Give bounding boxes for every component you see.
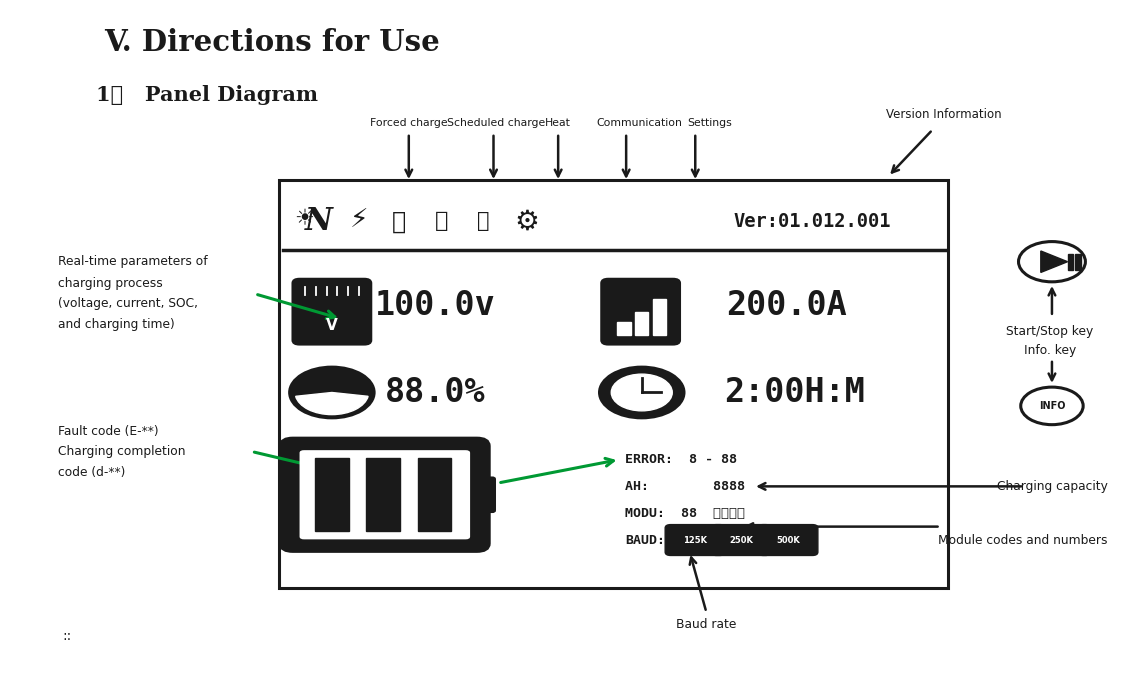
Text: code (d-**): code (d-**): [57, 466, 125, 479]
Text: Real-time parameters of: Real-time parameters of: [57, 255, 208, 268]
Text: ⏰: ⏰: [392, 209, 405, 234]
Text: Communication: Communication: [596, 117, 683, 128]
Text: Version Information: Version Information: [886, 108, 1002, 121]
FancyBboxPatch shape: [711, 525, 772, 555]
Bar: [280, 180, 948, 587]
Text: 125K: 125K: [683, 536, 707, 545]
Text: ☀: ☀: [294, 209, 314, 230]
FancyBboxPatch shape: [300, 450, 471, 539]
Text: Charging capacity: Charging capacity: [997, 480, 1107, 493]
Polygon shape: [1041, 251, 1068, 272]
Wedge shape: [295, 392, 368, 415]
Text: V: V: [326, 318, 338, 333]
FancyBboxPatch shape: [665, 525, 725, 555]
FancyBboxPatch shape: [758, 525, 818, 555]
Text: Heat: Heat: [546, 117, 572, 128]
FancyBboxPatch shape: [475, 478, 494, 512]
Text: Start/Stop key: Start/Stop key: [1006, 325, 1094, 338]
Bar: [316, 458, 348, 531]
Text: Settings: Settings: [687, 117, 732, 128]
Text: AH:        8888: AH: 8888: [626, 480, 745, 493]
Text: 250K: 250K: [729, 536, 752, 545]
Text: Forced charge: Forced charge: [369, 117, 448, 128]
Circle shape: [611, 374, 673, 411]
Text: Charging completion: Charging completion: [57, 445, 185, 458]
FancyBboxPatch shape: [282, 439, 487, 550]
Text: and charging time): and charging time): [57, 318, 174, 331]
Bar: [366, 458, 400, 531]
Text: 🔥: 🔥: [435, 211, 448, 232]
Text: ::: ::: [62, 629, 72, 643]
Bar: [652, 299, 666, 335]
Text: MODU:  88  ①②③④: MODU: 88 ①②③④: [626, 507, 745, 519]
Text: Fault code (E-**): Fault code (E-**): [57, 425, 158, 438]
Text: A: A: [637, 326, 645, 336]
Bar: [1068, 254, 1074, 270]
Circle shape: [600, 367, 684, 418]
Text: 100.0v: 100.0v: [375, 289, 496, 322]
Text: Baud rate: Baud rate: [676, 618, 737, 631]
Text: N: N: [304, 206, 332, 237]
Circle shape: [290, 367, 374, 418]
Text: BAUD:: BAUD:: [626, 534, 665, 547]
Text: ⚙: ⚙: [514, 208, 539, 236]
Text: V. Directions for Use: V. Directions for Use: [104, 28, 440, 56]
Bar: [1076, 254, 1081, 270]
Text: Module codes and numbers: Module codes and numbers: [938, 534, 1107, 547]
Text: 500K: 500K: [776, 536, 800, 545]
Text: 📡: 📡: [477, 211, 490, 232]
Text: Ver:01.012.001: Ver:01.012.001: [733, 212, 891, 231]
Text: charging process: charging process: [57, 277, 163, 291]
Text: 200.0A: 200.0A: [727, 289, 847, 322]
Bar: [636, 312, 648, 335]
FancyBboxPatch shape: [602, 279, 679, 344]
Text: INFO: INFO: [1039, 401, 1066, 411]
FancyBboxPatch shape: [293, 279, 371, 344]
Text: ⚡: ⚡: [349, 208, 368, 234]
Text: ERROR:  8 - 88: ERROR: 8 - 88: [626, 453, 737, 466]
Text: (voltage, current, SOC,: (voltage, current, SOC,: [57, 297, 198, 310]
Text: Scheduled charge: Scheduled charge: [447, 117, 545, 128]
Text: 2:00H:M: 2:00H:M: [724, 376, 865, 409]
Text: 88.0%: 88.0%: [385, 376, 486, 409]
Text: 1、   Panel Diagram: 1、 Panel Diagram: [95, 85, 318, 105]
Bar: [618, 322, 631, 335]
Bar: [418, 458, 451, 531]
Text: Info. key: Info. key: [1023, 344, 1076, 357]
